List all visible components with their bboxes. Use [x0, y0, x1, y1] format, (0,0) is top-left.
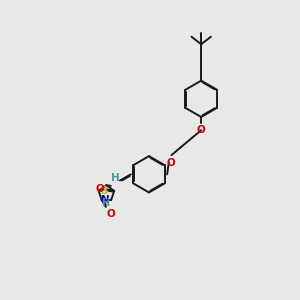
Text: H: H — [101, 198, 109, 208]
Text: S: S — [100, 186, 107, 196]
Text: O: O — [197, 125, 206, 135]
Text: O: O — [95, 184, 104, 194]
Text: H: H — [111, 173, 120, 183]
Text: O: O — [106, 209, 115, 219]
Text: N: N — [101, 195, 110, 205]
Text: O: O — [167, 158, 176, 169]
